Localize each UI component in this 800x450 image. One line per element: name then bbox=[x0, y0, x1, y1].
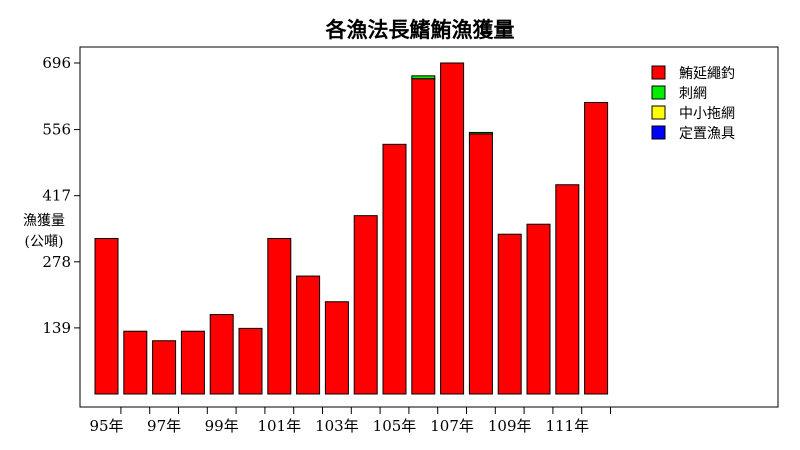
y-axis-label-line2: (公噸) bbox=[25, 234, 64, 250]
bar-segment-0 bbox=[324, 301, 349, 395]
bars bbox=[94, 62, 609, 395]
y-tick-label: 556 bbox=[42, 121, 71, 139]
x-tick-label: 103年 bbox=[315, 417, 359, 435]
bar-segment-0 bbox=[440, 62, 465, 395]
x-tick-label: 101年 bbox=[257, 417, 301, 435]
bar-segment-0 bbox=[152, 340, 177, 395]
y-tick-label: 139 bbox=[42, 319, 71, 337]
x-tick-label: 107年 bbox=[430, 417, 474, 435]
plot-frame bbox=[79, 46, 779, 408]
x-tick-label: 97年 bbox=[147, 417, 181, 435]
legend-swatch bbox=[651, 65, 666, 80]
bar-segment-0 bbox=[497, 233, 522, 395]
bar-segment-0 bbox=[180, 330, 205, 395]
y-axis-label-line1: 漁獲量 bbox=[23, 213, 65, 229]
legend-swatch bbox=[651, 125, 666, 140]
bar-segment-0 bbox=[209, 314, 234, 395]
legend-label: 中小拖網 bbox=[679, 106, 735, 122]
bar-segment-0 bbox=[94, 237, 119, 395]
legend-label: 刺網 bbox=[679, 86, 707, 102]
bar-segment-0 bbox=[238, 327, 263, 395]
bar-segment-0 bbox=[584, 101, 609, 395]
legend-swatch bbox=[651, 105, 666, 120]
bar-segment-1 bbox=[411, 75, 436, 80]
y-tick-label: 278 bbox=[42, 253, 71, 271]
bar-segment-0 bbox=[526, 223, 551, 395]
bar-segment-0 bbox=[555, 184, 580, 395]
bar-segment-0 bbox=[353, 215, 378, 395]
x-axis: 95年 97年 99年 101年 103年 105年 107年 109年 111年 bbox=[89, 407, 611, 435]
bar-segment-0 bbox=[123, 330, 148, 395]
y-tick-label: 417 bbox=[42, 187, 71, 205]
legend-label: 定置漁具 bbox=[679, 126, 735, 142]
legend-swatch bbox=[651, 85, 666, 100]
x-tick-label: 95年 bbox=[89, 417, 123, 435]
bar-segment-0 bbox=[267, 237, 292, 395]
bar-segment-0 bbox=[411, 78, 436, 395]
legend-label: 鮪延繩釣 bbox=[679, 66, 735, 82]
y-axis: 139 278 417 556 696 bbox=[42, 54, 80, 337]
x-tick-label: 109年 bbox=[488, 417, 532, 435]
bar-segment-1 bbox=[468, 131, 493, 135]
bar-segment-0 bbox=[468, 133, 493, 395]
x-tick-label: 105年 bbox=[373, 417, 417, 435]
x-tick-label: 99年 bbox=[205, 417, 239, 435]
x-tick-label: 111年 bbox=[545, 417, 589, 435]
bar-segment-0 bbox=[382, 143, 407, 395]
chart-title: 各漁法長鰭鮪漁獲量 bbox=[325, 17, 515, 42]
bar-segment-0 bbox=[296, 275, 321, 395]
y-tick-label: 696 bbox=[42, 54, 71, 72]
